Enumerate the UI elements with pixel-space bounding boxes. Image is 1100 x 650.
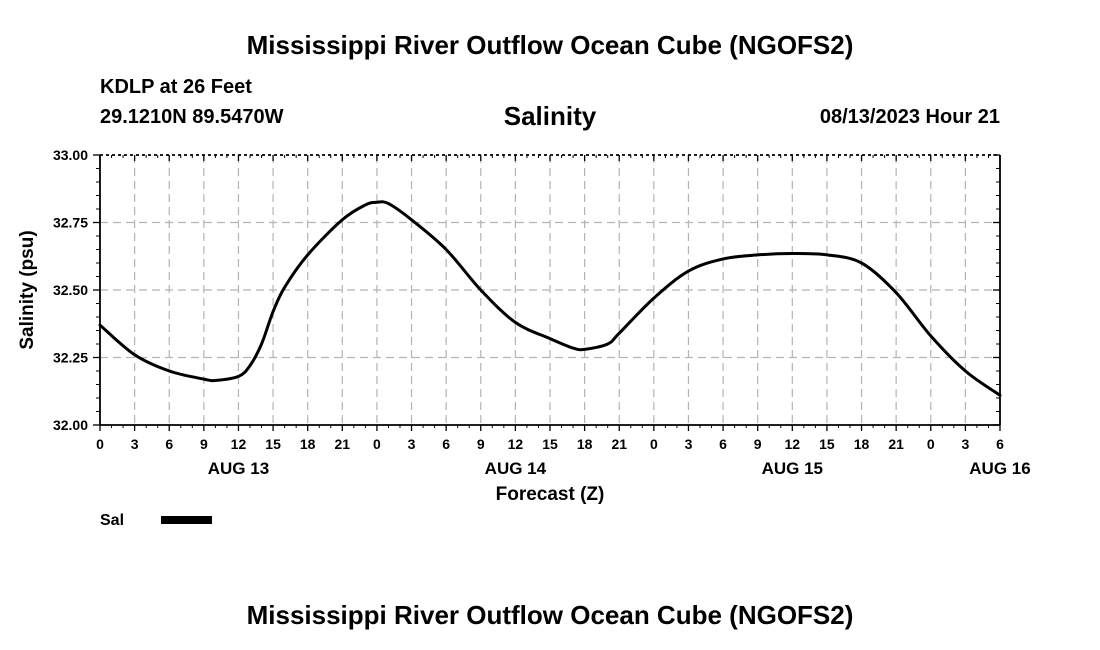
x-tick-label: 15 [542, 436, 558, 452]
x-tick-label: 12 [785, 436, 801, 452]
x-tick-label: 3 [685, 436, 693, 452]
x-tick-label: 6 [996, 436, 1004, 452]
axes: 0 3 6 9 12 15 18 21 0 3 6 9 12 15 18 21 0 3 6 9 12 15 18 21 0 3 6 3… [53, 147, 1031, 478]
x-tick-label: 21 [611, 436, 627, 452]
chart-main-title: Mississippi River Outflow Ocean Cube (NG… [246, 30, 854, 60]
x-tick-label: 18 [300, 436, 316, 452]
x-tick-label: 0 [927, 436, 935, 452]
y-tick-label: 32.75 [53, 215, 88, 231]
x-tick-label: 3 [131, 436, 139, 452]
x-tick-label: 21 [335, 436, 351, 452]
date-label: AUG 13 [208, 459, 269, 478]
y-tick-label: 33.00 [53, 147, 88, 163]
x-tick-label: 9 [200, 436, 208, 452]
x-tick-label: 0 [650, 436, 658, 452]
x-tick-label: 6 [442, 436, 450, 452]
x-tick-label: 18 [854, 436, 870, 452]
x-tick-label: 6 [165, 436, 173, 452]
legend-label: Sal [100, 512, 124, 529]
date-label: AUG 16 [969, 459, 1030, 478]
x-tick-label: 0 [373, 436, 381, 452]
x-tick-label: 12 [508, 436, 524, 452]
date-label: AUG 15 [762, 459, 823, 478]
chart-footer-title: Mississippi River Outflow Ocean Cube (NG… [246, 600, 854, 630]
legend-swatch [161, 516, 212, 524]
y-tick-label: 32.50 [53, 282, 88, 298]
x-tick-label: 9 [754, 436, 762, 452]
variable-title: Salinity [503, 101, 597, 131]
series-layer [98, 200, 1002, 397]
x-tick-label: 0 [96, 436, 104, 452]
x-tick-label: 18 [577, 436, 593, 452]
date-label: AUG 14 [485, 459, 547, 478]
station-coordinates: 29.1210N 89.5470W [100, 106, 284, 128]
station-label: KDLP at 26 Feet [100, 76, 252, 98]
x-tick-label: 9 [477, 436, 485, 452]
forecast-datetime: 08/13/2023 Hour 21 [819, 106, 1000, 128]
grid-lines [100, 155, 1000, 425]
x-tick-label: 3 [961, 436, 969, 452]
y-tick-label: 32.00 [53, 417, 88, 433]
x-axis-label: Forecast (Z) [496, 484, 605, 505]
x-tick-label: 6 [719, 436, 727, 452]
x-tick-label: 3 [408, 436, 416, 452]
y-tick-label: 32.25 [53, 350, 88, 366]
series-line-sal [98, 200, 1002, 397]
x-tick-label: 21 [888, 436, 904, 452]
x-tick-label: 15 [265, 436, 281, 452]
y-axis-label: Salinity (psu) [17, 230, 38, 349]
x-tick-label: 12 [231, 436, 247, 452]
x-tick-label: 15 [819, 436, 835, 452]
